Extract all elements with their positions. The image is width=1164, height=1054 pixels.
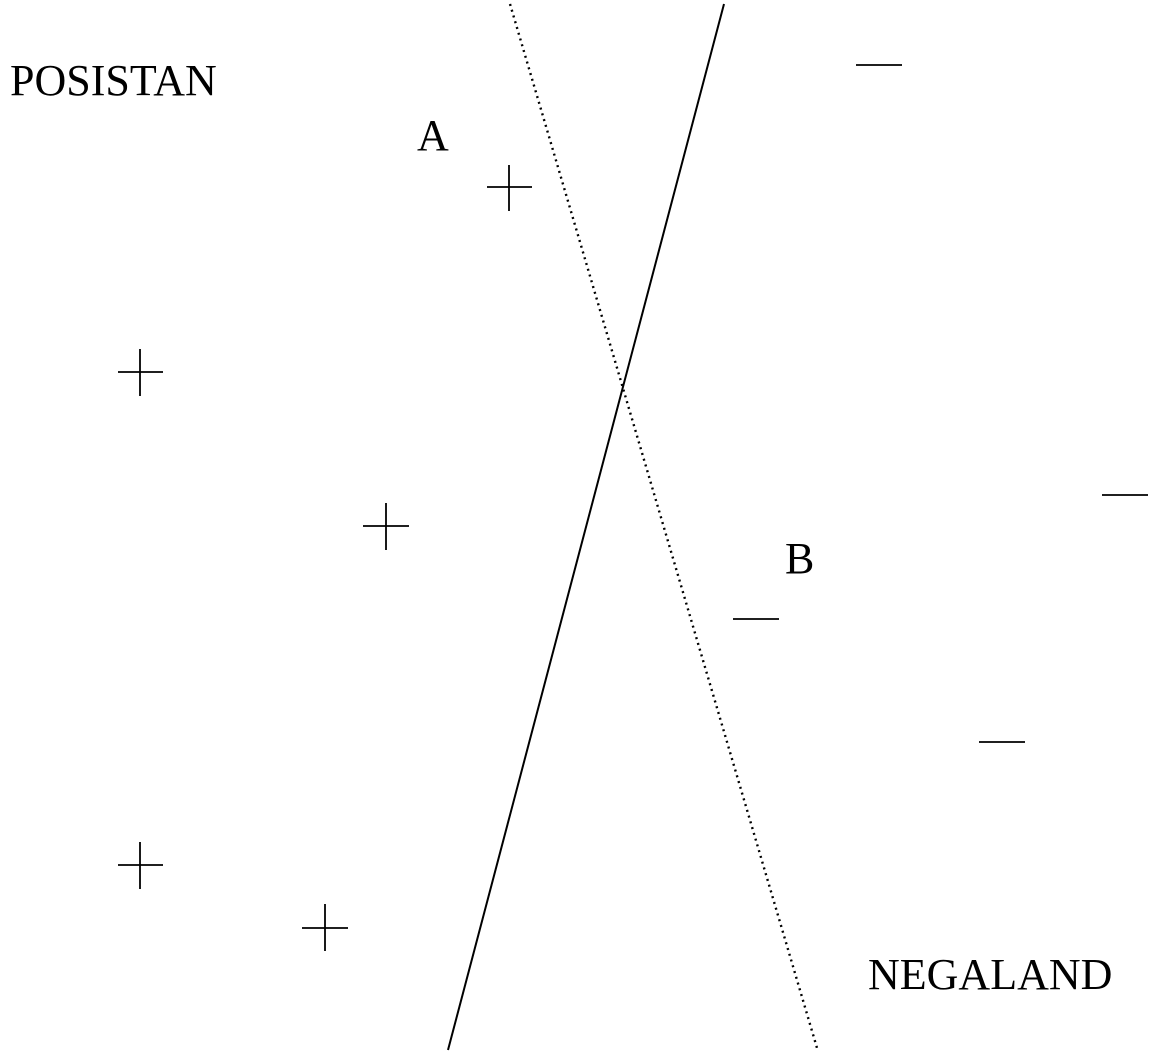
dotted-boundary-line xyxy=(508,3,819,1049)
point-label-a: A xyxy=(417,111,449,160)
point-label-b: B xyxy=(785,534,814,583)
positive-mark xyxy=(363,503,409,550)
region-label-negaland: NEGALAND xyxy=(868,950,1112,999)
positive-mark xyxy=(118,349,163,396)
solid-boundary-line xyxy=(447,3,725,1051)
positive-mark xyxy=(118,842,163,889)
region-label-posistan: POSISTAN xyxy=(10,56,217,105)
positive-mark-a xyxy=(487,165,532,211)
positive-mark xyxy=(302,904,348,951)
